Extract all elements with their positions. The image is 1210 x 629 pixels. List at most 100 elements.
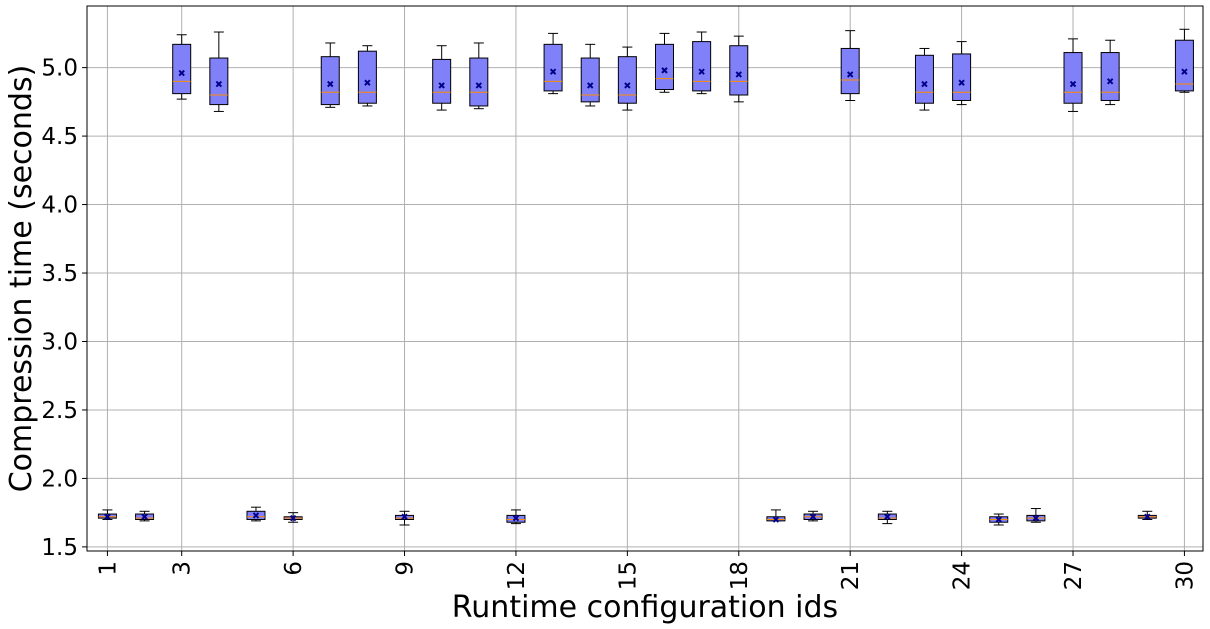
y-axis-label: Compression time (seconds) (4, 65, 39, 493)
mean-marker (921, 80, 928, 88)
box-config-9 (395, 510, 415, 526)
box-config-28 (1100, 39, 1120, 106)
box-config-2 (135, 510, 155, 522)
box-config-21 (840, 30, 860, 101)
box-config-1 (97, 509, 117, 521)
box-config-30 (1174, 28, 1194, 93)
y-tick-label: 5.0 (41, 56, 78, 82)
y-tick-label: 2.0 (41, 466, 78, 492)
mean-marker (1144, 513, 1151, 520)
box-config-22 (877, 510, 897, 525)
box-config-25 (989, 513, 1009, 526)
iqr-box (469, 57, 489, 107)
mean-marker (141, 513, 148, 520)
x-tick-label: 27 (1061, 561, 1087, 590)
mean-marker (1032, 514, 1040, 522)
box-config-10 (432, 45, 452, 111)
mean-marker (995, 516, 1002, 523)
mean-marker (698, 68, 705, 75)
iqr-box (172, 43, 192, 95)
mean-marker (846, 71, 854, 78)
iqr-box (840, 47, 860, 95)
mean-marker (809, 513, 817, 520)
box-config-12 (506, 509, 526, 525)
x-tick-label: 24 (950, 561, 976, 590)
y-tick-label: 3.5 (41, 261, 78, 287)
x-tick-label: 12 (504, 561, 530, 590)
boxes (97, 28, 1194, 526)
mean-marker (252, 512, 260, 519)
box-config-26 (1026, 508, 1046, 523)
x-tick-label: 9 (393, 561, 419, 576)
mean-marker (215, 80, 223, 88)
mean-marker (104, 513, 111, 520)
box-config-7 (320, 42, 340, 108)
box-config-23 (914, 47, 934, 111)
iqr-box (543, 43, 563, 92)
iqr-box (432, 58, 452, 104)
iqr-box (320, 56, 340, 106)
grid (87, 6, 1203, 551)
box-config-6 (283, 512, 303, 523)
x-tick-label: 21 (838, 561, 864, 590)
mean-marker (587, 82, 594, 89)
iqr-box (209, 57, 229, 106)
box-config-17 (692, 31, 712, 95)
mean-marker (438, 82, 445, 89)
box-config-4 (209, 31, 229, 112)
y-tick-label: 1.5 (41, 535, 78, 561)
mean-marker (624, 82, 631, 89)
mean-marker (1106, 78, 1114, 85)
mean-marker (289, 514, 297, 522)
iqr-box (654, 43, 674, 91)
mean-marker (735, 71, 742, 78)
mean-marker (327, 80, 334, 88)
mean-marker (549, 68, 557, 75)
box-config-18 (729, 35, 749, 103)
iqr-box (692, 41, 712, 92)
iqr-box (1063, 52, 1083, 104)
box-config-19 (766, 509, 786, 523)
y-tick-label: 2.5 (41, 398, 78, 424)
mean-marker (661, 67, 668, 74)
box-config-14 (580, 43, 600, 107)
mean-marker (1181, 68, 1188, 75)
box-config-8 (357, 45, 377, 107)
iqr-box (1174, 39, 1194, 92)
mean-marker (772, 516, 780, 523)
mean-marker (364, 79, 371, 86)
mean-marker (401, 513, 408, 520)
y-axis-ticks: 1.5 2.0 2.5 3.0 3.5 4.0 4.5 5.0 (41, 56, 87, 561)
box-config-16 (654, 32, 674, 93)
mean-marker (512, 514, 520, 522)
y-tick-label: 3.0 (41, 329, 78, 355)
iqr-box (357, 50, 377, 104)
y-tick-label: 4.5 (41, 124, 78, 150)
mean-marker (1069, 80, 1077, 88)
mean-marker (958, 79, 965, 86)
iqr-box (952, 53, 972, 101)
mean-marker (884, 513, 891, 520)
x-tick-label: 6 (281, 561, 307, 576)
plot-area-frame (86, 5, 1204, 552)
x-tick-label: 18 (727, 561, 753, 590)
x-axis-label: Runtime configuration ids (452, 590, 838, 625)
x-tick-label: 3 (170, 561, 196, 576)
box-config-3 (172, 34, 192, 100)
x-tick-label: 30 (1172, 561, 1198, 590)
box-config-24 (952, 41, 972, 106)
mean-marker (475, 82, 483, 89)
box-config-11 (469, 42, 489, 110)
iqr-box (1100, 52, 1120, 101)
box-config-13 (543, 32, 563, 95)
iqr-box (617, 56, 637, 104)
iqr-box (580, 57, 600, 103)
iqr-box (729, 45, 749, 96)
y-tick-label: 4.0 (41, 193, 78, 219)
box-config-27 (1063, 38, 1083, 112)
box-config-20 (803, 510, 823, 522)
box-config-5 (246, 506, 266, 522)
x-tick-label: 1 (95, 561, 121, 576)
box-config-29 (1137, 510, 1157, 521)
